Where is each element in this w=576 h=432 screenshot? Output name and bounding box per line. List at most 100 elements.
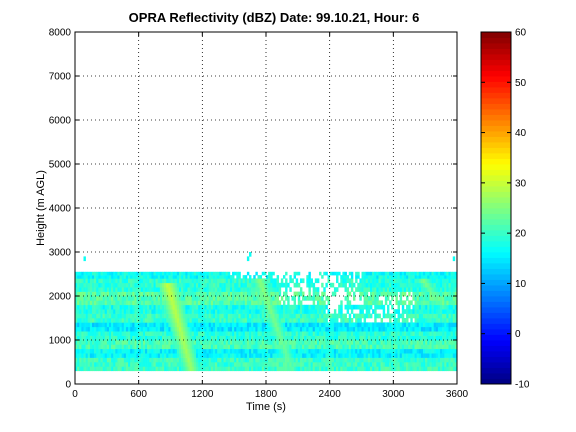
heatmap-cell xyxy=(302,322,305,328)
heatmap-cell xyxy=(308,362,311,367)
heatmap-cell xyxy=(331,357,335,363)
heatmap-cell xyxy=(255,309,258,314)
heatmap-cell xyxy=(187,331,190,336)
heatmap-cell xyxy=(372,275,375,279)
heatmap-cell xyxy=(361,275,364,279)
heatmap-cell xyxy=(363,278,367,284)
heatmap-cell xyxy=(181,300,184,306)
heatmap-cell xyxy=(162,340,165,345)
heatmap-cell xyxy=(225,357,229,363)
heatmap-cell xyxy=(164,296,167,301)
heatmap-cell xyxy=(217,304,220,310)
heatmap-cell xyxy=(229,322,233,328)
heatmap-cell xyxy=(234,278,237,284)
heatmap-cell xyxy=(128,322,131,328)
heatmap-cell xyxy=(452,291,456,297)
heatmap-cell xyxy=(420,296,424,301)
heatmap-cell xyxy=(437,335,441,341)
heatmap-cell xyxy=(437,353,441,358)
heatmap-cell xyxy=(425,366,428,372)
colorbar-tick-label: 30 xyxy=(515,178,527,189)
heatmap-cell xyxy=(85,296,89,301)
heatmap-cell xyxy=(367,278,371,284)
heatmap-cell xyxy=(268,353,271,358)
heatmap-cell xyxy=(206,287,209,292)
colorbar-swatch xyxy=(481,158,511,165)
heatmap-cell xyxy=(206,348,209,354)
heatmap-cell xyxy=(115,278,118,284)
heatmap-cell xyxy=(181,335,184,341)
heatmap-cell xyxy=(198,335,201,341)
heatmap-cell xyxy=(412,335,415,341)
heatmap-cell xyxy=(145,348,148,354)
heatmap-cell xyxy=(183,362,186,367)
heatmap-cell xyxy=(115,326,118,332)
heatmap-cell xyxy=(384,278,388,284)
heatmap-cell xyxy=(393,313,396,319)
heatmap-cell xyxy=(384,296,388,301)
heatmap-cell xyxy=(380,357,384,363)
heatmap-cell xyxy=(344,278,347,284)
heatmap-cell xyxy=(75,275,78,279)
heatmap-cell xyxy=(142,287,146,292)
heatmap-cell xyxy=(191,291,195,297)
colorbar-tick-label: -10 xyxy=(515,380,530,391)
heatmap-cell xyxy=(206,366,209,372)
heatmap-cell xyxy=(361,313,364,319)
heatmap-cell xyxy=(435,313,439,319)
heatmap-cell xyxy=(391,304,394,310)
heatmap-cell xyxy=(132,287,135,292)
heatmap-cell xyxy=(244,353,248,358)
heatmap-cell xyxy=(287,322,290,328)
heatmap-cell xyxy=(223,271,226,276)
heatmap-cell xyxy=(229,309,233,314)
heatmap-cell xyxy=(195,304,199,310)
heatmap-cell xyxy=(299,313,303,319)
heatmap-cell xyxy=(344,287,347,292)
heatmap-cell xyxy=(81,275,84,279)
heatmap-cell xyxy=(340,362,343,367)
heatmap-cell xyxy=(170,340,173,345)
heatmap-cell xyxy=(414,362,417,367)
heatmap-cell xyxy=(338,353,341,358)
heatmap-cell xyxy=(452,335,456,341)
heatmap-cell xyxy=(251,287,254,292)
heatmap-cell xyxy=(195,282,199,288)
heatmap-cell xyxy=(134,296,137,301)
heatmap-cell xyxy=(263,278,267,284)
heatmap-cell xyxy=(130,335,133,341)
heatmap-cell xyxy=(200,366,203,372)
heatmap-cell xyxy=(100,282,103,288)
heatmap-cell xyxy=(412,340,415,345)
heatmap-cell xyxy=(242,344,246,350)
heatmap-cell xyxy=(113,322,116,328)
heatmap-cell xyxy=(79,300,82,306)
heatmap-cell xyxy=(393,348,396,354)
heatmap-cell xyxy=(259,296,263,301)
heatmap-cell xyxy=(215,322,218,328)
heatmap-cell xyxy=(321,313,324,319)
heatmap-cell xyxy=(206,313,209,319)
heatmap-cell xyxy=(234,309,237,314)
heatmap-cell xyxy=(380,344,384,350)
heatmap-cell xyxy=(134,282,137,288)
heatmap-cell xyxy=(142,271,146,276)
heatmap-cell xyxy=(159,348,163,354)
heatmap-cell xyxy=(140,366,144,372)
heatmap-cell xyxy=(336,313,339,319)
heatmap-cell xyxy=(100,344,103,350)
heatmap-cell xyxy=(401,291,405,297)
heatmap-cell xyxy=(369,353,373,358)
heatmap-cell xyxy=(270,366,273,372)
heatmap-cell xyxy=(280,340,284,345)
heatmap-cell xyxy=(155,287,159,292)
heatmap-cell xyxy=(416,335,420,341)
heatmap-cell xyxy=(75,309,78,314)
heatmap-cell xyxy=(128,287,131,292)
heatmap-cell xyxy=(119,335,122,341)
heatmap-cell xyxy=(372,366,375,372)
heatmap-cell xyxy=(151,331,154,336)
heatmap-cell xyxy=(170,348,173,354)
heatmap-cell xyxy=(108,322,112,328)
heatmap-cell xyxy=(316,318,320,323)
